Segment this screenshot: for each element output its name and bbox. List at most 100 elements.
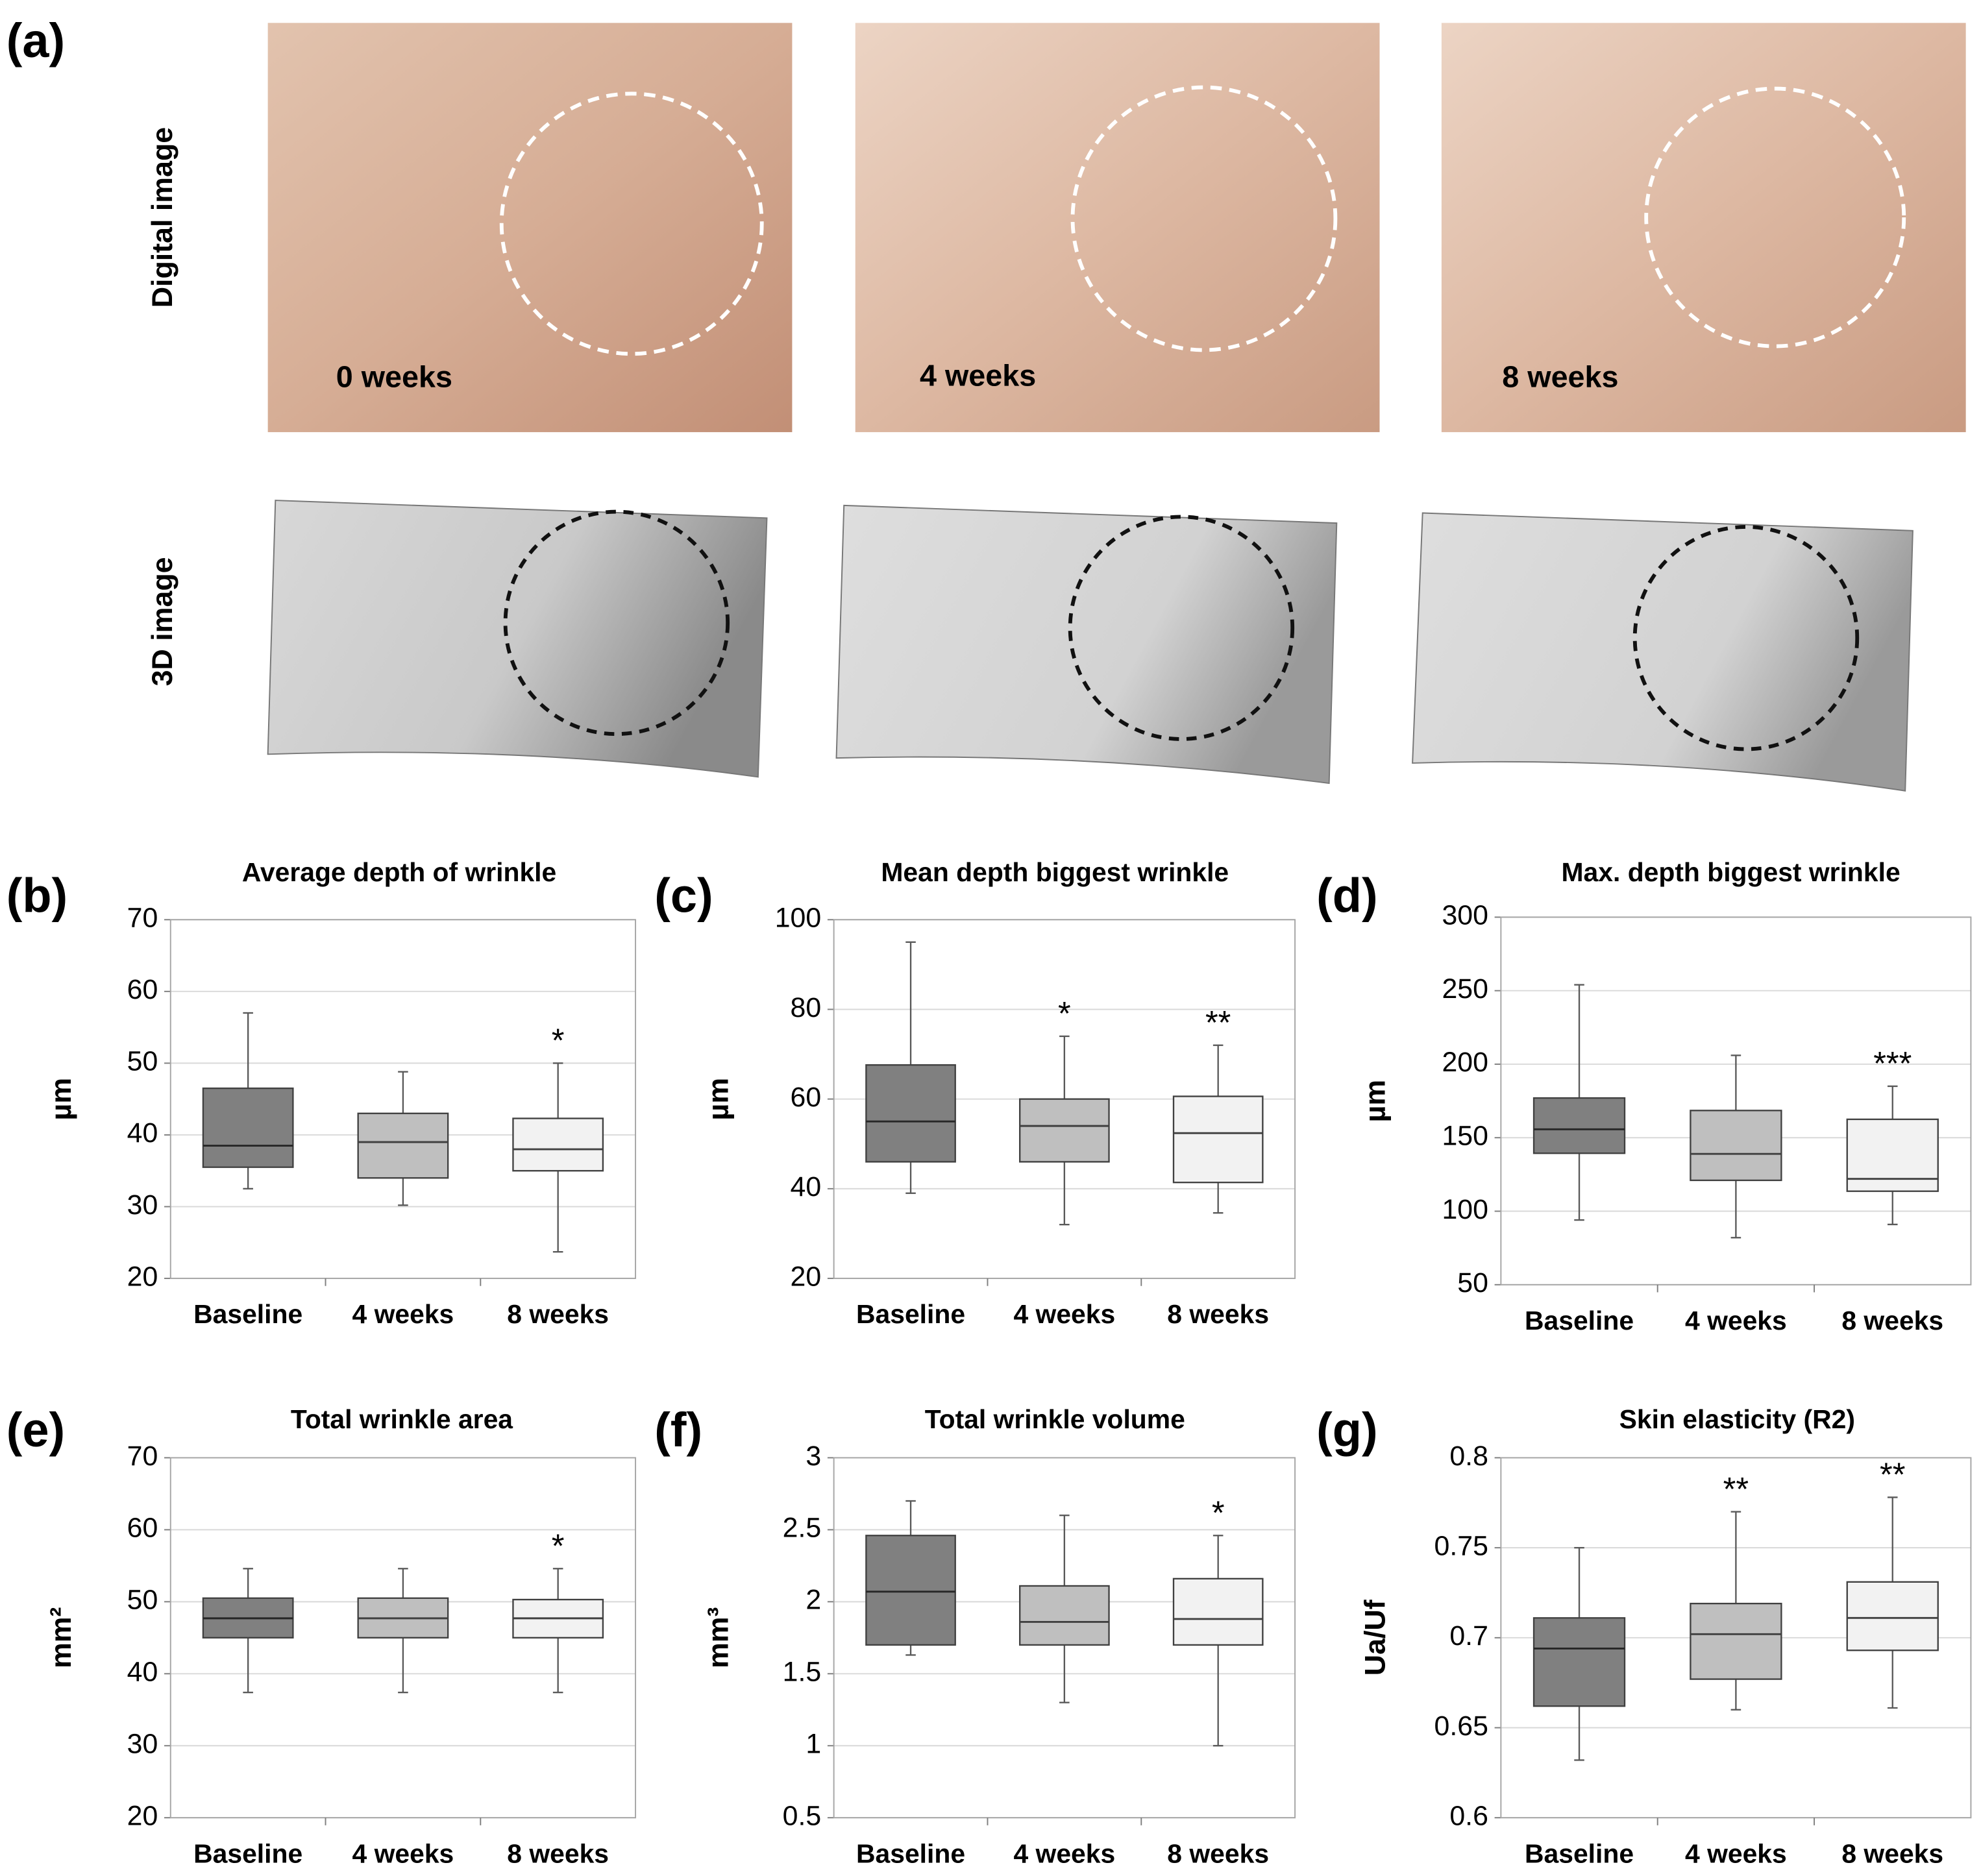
y-tick-label: 200 [1442,1047,1488,1078]
y-tick-label: 3 [806,1441,821,1472]
x-tick-label: 8 weeks [1167,1838,1269,1868]
x-tick-label: 4 weeks [1685,1306,1787,1335]
x-tick-label: 4 weeks [352,1838,454,1868]
y-axis-label: mm³ [702,1607,734,1668]
y-tick-label: 300 [1442,900,1488,931]
chart-title: Total wrinkle volume [925,1404,1185,1434]
x-tick-label: Baseline [856,1838,965,1868]
significance: ** [1205,1004,1231,1041]
y-tick-label: 80 [791,992,822,1023]
x-tick-label: 4 weeks [1013,1299,1115,1329]
chart-title: Average depth of wrinkle [242,857,556,887]
box [1019,1098,1110,1163]
box [865,1064,956,1163]
y-tick-label: 0.7 [1449,1620,1488,1651]
box [1172,1578,1264,1646]
x-tick-label: Baseline [193,1838,302,1868]
y-tick-label: 20 [791,1261,822,1292]
x-tick-label: 8 weeks [507,1299,609,1329]
roi-circle [503,509,730,737]
roi-circle [1070,85,1338,352]
x-tick-label: 8 weeks [1841,1306,1943,1335]
panel-label: (b) [6,869,68,923]
y-tick-label: 2 [806,1585,821,1616]
y-axis-label: Ua/Uf [1359,1600,1391,1675]
y-tick-label: 150 [1442,1121,1488,1152]
y-tick-label: 0.65 [1434,1711,1488,1742]
roi-circle [1068,515,1295,741]
chart-title: Total wrinkle area [291,1404,513,1434]
y-tick-label: 60 [127,974,158,1005]
significance: ** [1723,1470,1749,1507]
time-label: 8 weeks [1502,360,1618,394]
y-tick-label: 50 [1457,1267,1488,1298]
y-tick-label: 2.5 [783,1513,822,1544]
y-tick-label: 40 [791,1171,822,1202]
significance: * [552,1022,565,1059]
significance: * [1212,1494,1225,1531]
y-tick-label: 70 [127,903,158,934]
y-axis-label: mm² [45,1607,77,1668]
y-tick-label: 100 [775,903,821,934]
x-tick-label: Baseline [856,1299,965,1329]
x-tick-label: 4 weeks [1013,1838,1115,1868]
panel-a: (a) Digital image 3D image 0 weeks 4 wee… [6,14,1966,792]
chart-title: Skin elasticity (R2) [1619,1404,1855,1434]
box [1532,1617,1626,1707]
3d-image [1412,512,1913,792]
row-label: Digital image [146,127,178,308]
x-tick-label: Baseline [193,1299,302,1329]
roi-circle [1644,86,1906,348]
x-tick-label: 4 weeks [352,1299,454,1329]
box [1690,1110,1782,1182]
panel-label: (d) [1316,869,1377,923]
y-tick-label: 0.6 [1449,1801,1488,1832]
y-tick-label: 60 [791,1082,822,1113]
y-tick-label: 30 [127,1729,158,1760]
plot-frame [833,919,1296,1280]
roi-circle [1632,525,1860,751]
plot-frame [1500,916,1972,1285]
y-tick-label: 30 [127,1189,158,1221]
panel-label: (g) [1316,1403,1377,1457]
box [1846,1118,1939,1192]
photo [855,23,1380,432]
y-tick-label: 60 [127,1513,158,1544]
time-label: 0 weeks [336,360,452,394]
y-tick-label: 0.5 [783,1801,822,1832]
y-tick-label: 0.8 [1449,1441,1488,1472]
y-tick-label: 50 [127,1585,158,1616]
plot-frame [169,919,637,1280]
x-tick-label: Baseline [1525,1306,1634,1335]
roi-circle [499,91,764,356]
y-tick-label: 250 [1442,973,1488,1005]
y-tick-label: 40 [127,1657,158,1688]
significance: * [552,1528,565,1565]
y-tick-label: 100 [1442,1194,1488,1225]
photo [267,23,793,432]
box [512,1117,604,1172]
box [1690,1602,1782,1680]
plot-frame [169,1457,637,1819]
significance: *** [1873,1045,1912,1082]
y-axis-label: µm [702,1078,734,1121]
y-axis-label: µm [45,1078,77,1121]
y-tick-label: 20 [127,1261,158,1292]
x-tick-label: 8 weeks [1167,1299,1269,1329]
box [1532,1097,1626,1154]
box [1172,1095,1264,1184]
x-tick-label: Baseline [1525,1838,1634,1868]
box [1846,1581,1939,1651]
panel-label: (a) [6,14,65,67]
row-label: 3D image [146,557,178,686]
box [1019,1585,1110,1646]
y-tick-label: 1 [806,1729,821,1760]
chart-title: Mean depth biggest wrinkle [881,857,1229,887]
panel-label: (c) [654,869,713,923]
box [357,1112,449,1179]
significance: ** [1880,1456,1905,1493]
significance: * [1058,995,1071,1032]
y-tick-label: 40 [127,1117,158,1149]
3d-image [835,504,1338,785]
photo [1441,23,1966,432]
